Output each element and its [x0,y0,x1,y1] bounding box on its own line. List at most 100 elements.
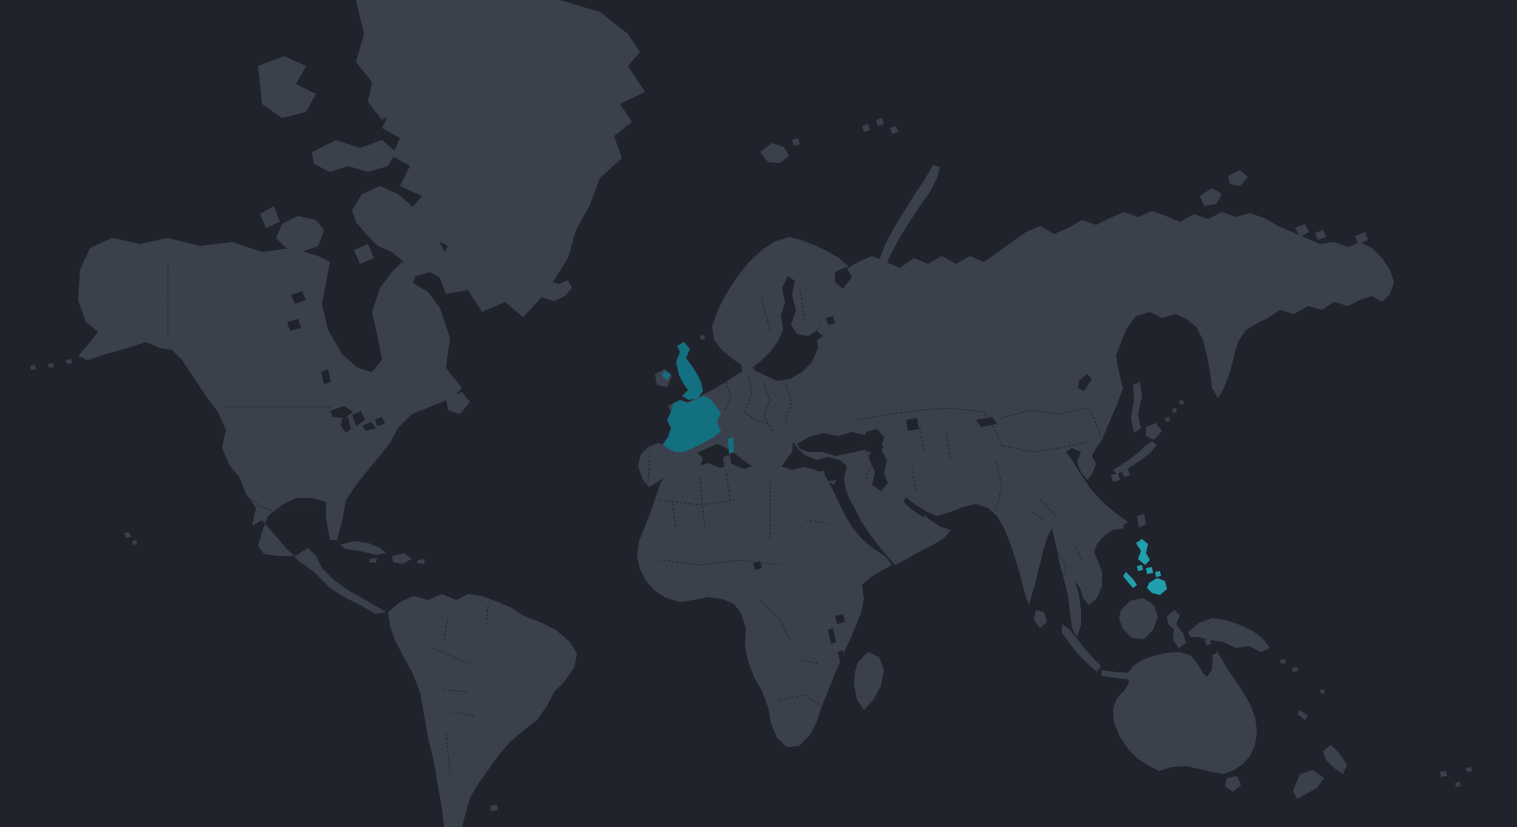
landmass-new-siberian-islands[interactable] [1295,224,1326,240]
great-slave-lake [287,319,301,331]
border-africa-2 [699,477,706,531]
white-sea [835,267,852,289]
landmass-iceland[interactable] [540,280,572,301]
landmass-severnaya-zemlya[interactable] [1200,170,1248,206]
landmass-cuba[interactable] [340,541,386,555]
landmass-north-america[interactable] [78,238,462,614]
landmass-sumatra[interactable] [1062,624,1101,672]
landmass-sicily[interactable] [744,475,759,487]
landmass-cyprus[interactable] [828,480,836,485]
country-philippines-mindanao[interactable] [1147,578,1167,595]
landmass-southampton-island[interactable] [354,244,374,264]
landmass-shetland[interactable] [700,335,705,340]
border-sa-5 [451,711,475,717]
country-philippines [1123,539,1167,595]
landmass-arctic-archipelago-west[interactable] [258,56,316,118]
lake-erie [362,422,376,431]
landmass-scandinavia[interactable] [712,237,848,368]
landmass-franz-josef-land[interactable] [862,118,898,134]
border-sweden-finland [799,289,806,321]
landmass-iberia[interactable] [638,443,703,487]
landmass-kyushu-shikoku[interactable] [1111,469,1130,482]
border-africa-1 [659,499,736,506]
country-corsica[interactable] [728,437,734,454]
landmass-arctic-archipelago-north[interactable] [356,0,430,120]
landmass-taiwan[interactable] [1137,514,1146,528]
border-africa-5 [759,599,791,641]
lake-ladoga [826,316,835,325]
landmass-newfoundland[interactable] [446,392,470,414]
landmass-tasmania[interactable] [1225,776,1241,792]
inland-water [287,267,1092,666]
landmass-hawaii[interactable] [124,532,137,545]
border-africa-4 [659,559,781,566]
lake-ontario [375,417,385,426]
border-indochina-1 [1057,551,1067,585]
landmass-sulawesi[interactable] [1167,610,1186,648]
landmass-australia[interactable] [1113,651,1257,774]
baltic-sea [752,276,823,370]
border-europe-5 [743,411,769,425]
landmass-africa[interactable] [637,463,892,747]
landmass-banks-island[interactable] [260,206,280,228]
country-northern-ireland[interactable] [662,371,671,380]
border-africa-10 [799,659,821,665]
landmass-svalbard[interactable] [760,138,800,163]
landmass-greenland[interactable] [372,0,645,317]
landmass-wrangel-island[interactable] [1355,232,1368,244]
border-mongolia-south [1003,441,1087,453]
landmass-hokkaido[interactable] [1146,423,1162,440]
landmass-novaya-zemlya[interactable] [878,165,940,272]
landmass-kuril-islands[interactable] [1165,400,1184,422]
landmass-madagascar[interactable] [854,652,884,710]
landmass-falklands[interactable] [490,805,498,811]
black-sea [797,432,884,456]
caspian-sea [865,429,888,491]
landmass-sakhalin[interactable] [1131,382,1142,433]
border-spain-portugal [647,451,651,483]
border-europe-3 [763,383,773,431]
landmass-hainan[interactable] [1114,519,1124,530]
border-sa-1 [443,617,449,641]
border-russia-kazakhstan [855,407,985,421]
lake-chad [753,561,762,570]
country-philippines-mindoro[interactable] [1137,565,1143,571]
landmass-sri-lanka[interactable] [1034,610,1047,628]
landmass-new-zealand-south[interactable] [1293,770,1324,799]
country-great-britain[interactable] [676,342,703,400]
landmass-south-america[interactable] [388,594,577,827]
border-nepal [1031,511,1045,521]
landmass-hispaniola[interactable] [392,553,412,564]
country-philippines-luzon[interactable] [1136,539,1150,565]
landmass-sardinia[interactable] [723,455,732,472]
landmass-puerto-rico[interactable] [417,559,425,564]
country-philippines-visayas[interactable] [1146,567,1161,577]
landmass-victoria-island[interactable] [276,216,324,252]
country-france-mainland[interactable] [663,396,721,452]
landmass-borneo[interactable] [1119,598,1158,639]
lake-malawi [838,650,846,666]
border-iran-afghanistan [911,467,917,493]
landmass-new-guinea[interactable] [1188,618,1270,652]
landmass-moluccas[interactable] [1196,626,1219,660]
country-philippines-palawan[interactable] [1123,572,1137,588]
landmass-honshu[interactable] [1113,441,1157,474]
lake-balkhash [976,417,997,427]
landmass-crete[interactable] [812,471,825,477]
border-europe-2 [745,375,753,409]
border-sa-2 [485,605,489,627]
border-sa-3 [431,647,471,665]
border-central-asia-1 [919,427,925,453]
country-borders [167,261,1103,773]
landmass-new-zealand-north[interactable] [1323,745,1347,774]
landmass-jamaica[interactable] [369,558,377,563]
landmass-ellesmere-devon[interactable] [312,140,396,172]
border-sa-4 [443,689,469,693]
lake-winnipeg [321,369,331,384]
border-africa-7 [671,499,677,529]
lake-huron [352,411,365,426]
landmass-baffin-island[interactable] [352,186,452,280]
aral-sea [906,418,919,431]
landmass-eurasia[interactable] [663,211,1394,637]
